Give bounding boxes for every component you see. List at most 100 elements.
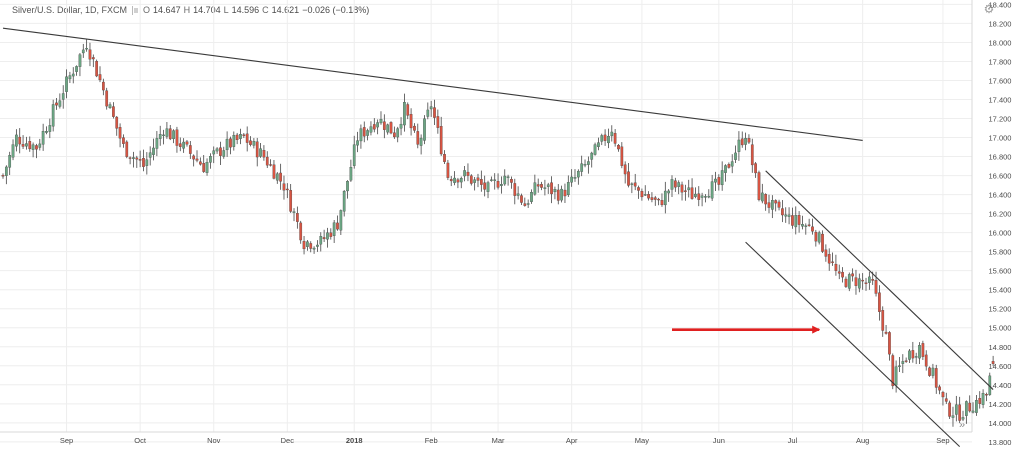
- candle-body: [824, 249, 828, 257]
- candle-body: [834, 263, 838, 271]
- candle-body: [439, 126, 443, 155]
- candle-body: [550, 182, 553, 195]
- candle-body: [647, 194, 650, 199]
- time-tick-label: Sep: [60, 436, 73, 445]
- candle-body: [403, 102, 406, 126]
- drawings[interactable]: [2, 27, 994, 448]
- candle-body: [516, 193, 520, 196]
- candle-body: [309, 243, 313, 249]
- candle-body: [68, 75, 72, 80]
- candle-body: [423, 118, 426, 141]
- price-tick-label: 15.600: [989, 267, 1012, 276]
- candle-body: [697, 193, 701, 200]
- candle-body: [951, 415, 955, 418]
- candle-body: [563, 189, 567, 197]
- candle-body: [242, 134, 246, 137]
- candle-body: [971, 410, 975, 413]
- candle-body: [15, 134, 18, 147]
- candle-body: [597, 142, 600, 147]
- candle-body: [704, 196, 707, 198]
- candle-body: [760, 192, 764, 202]
- candle-body: [483, 182, 487, 190]
- price-axis[interactable]: 18.400 18.200 18.000 17.800 17.600 17.400 17.2…: [989, 0, 1012, 446]
- candle-body: [245, 133, 249, 143]
- candle-body: [88, 49, 92, 60]
- candle-body: [747, 138, 751, 143]
- candle-body: [496, 181, 500, 188]
- candle-body: [991, 361, 995, 364]
- chevron-right-icon[interactable]: »: [958, 419, 966, 431]
- candle-body: [132, 157, 135, 159]
- candle-body: [884, 331, 888, 334]
- chart-legend: Silver/U.S. Dollar, 1D, FXCM O 14.647 H …: [0, 2, 369, 18]
- candle-body: [202, 163, 206, 172]
- price-tick-label: 18.400: [989, 0, 1012, 9]
- candle-body: [667, 190, 671, 194]
- legend-collapse-icon[interactable]: [132, 5, 140, 15]
- time-tick-label: Apr: [566, 436, 578, 445]
- candle-body: [871, 279, 875, 281]
- candle-body: [794, 215, 798, 228]
- price-tick-label: 17.000: [989, 134, 1012, 143]
- candle-body: [108, 104, 112, 109]
- candle-body: [968, 402, 972, 412]
- candle-body: [279, 172, 282, 182]
- time-tick-label: Dec: [281, 436, 295, 445]
- candle-body: [543, 187, 547, 189]
- price-tick-label: 15.000: [989, 324, 1012, 333]
- candle-body: [469, 175, 473, 184]
- candle-body: [617, 145, 620, 150]
- trendline[interactable]: [765, 170, 994, 390]
- price-tick-label: 17.800: [989, 57, 1012, 66]
- candle-body: [720, 170, 724, 186]
- candle-body: [540, 184, 543, 188]
- candle-body: [710, 181, 714, 199]
- candle-body: [91, 57, 95, 60]
- trendline[interactable]: [2, 27, 863, 141]
- candle-body: [938, 386, 941, 391]
- candle-body: [851, 273, 854, 277]
- gear-icon[interactable]: ⚙: [983, 2, 995, 16]
- candle-body: [948, 402, 951, 417]
- candle-body: [272, 164, 276, 179]
- price-tick-label: 14.800: [989, 343, 1012, 352]
- candle-body: [891, 355, 895, 387]
- candle-body: [436, 116, 440, 128]
- time-tick-label: Feb: [425, 436, 438, 445]
- candle-body: [490, 179, 493, 181]
- candle-body: [252, 140, 256, 146]
- candle-body: [801, 224, 804, 227]
- price-tick-label: 16.800: [989, 153, 1012, 162]
- candle-body: [827, 254, 831, 264]
- candle-body: [707, 195, 711, 198]
- candle-body: [419, 137, 423, 146]
- grid-lines: [0, 0, 972, 443]
- candle-body: [396, 128, 400, 138]
- candle-body: [95, 61, 99, 77]
- candle-body: [148, 152, 152, 158]
- candle-body: [376, 122, 379, 128]
- candle-body: [734, 152, 737, 160]
- candle-body: [115, 116, 119, 129]
- candle-body: [901, 361, 905, 364]
- candle-body: [399, 123, 403, 129]
- candle-body: [138, 159, 142, 161]
- candle-body: [978, 398, 982, 404]
- candle-body: [560, 188, 563, 201]
- candle-body: [212, 150, 216, 155]
- candle-body: [928, 367, 931, 376]
- candle-body: [714, 178, 717, 183]
- candle-body: [904, 360, 908, 362]
- trendline[interactable]: [745, 241, 961, 448]
- time-tick-label: Jul: [788, 436, 798, 445]
- candle-body: [640, 191, 644, 198]
- time-tick-label: Oct: [134, 436, 147, 445]
- time-axis[interactable]: Sep Oct Nov Dec 2018 Feb Mar Apr May Jun Jul Aug Sep: [60, 436, 950, 445]
- candle-body: [359, 128, 363, 142]
- candle-body: [781, 208, 784, 216]
- price-tick-label: 15.200: [989, 305, 1012, 314]
- candle-body: [299, 222, 303, 241]
- candle-body: [864, 282, 868, 284]
- candle-body: [275, 173, 279, 181]
